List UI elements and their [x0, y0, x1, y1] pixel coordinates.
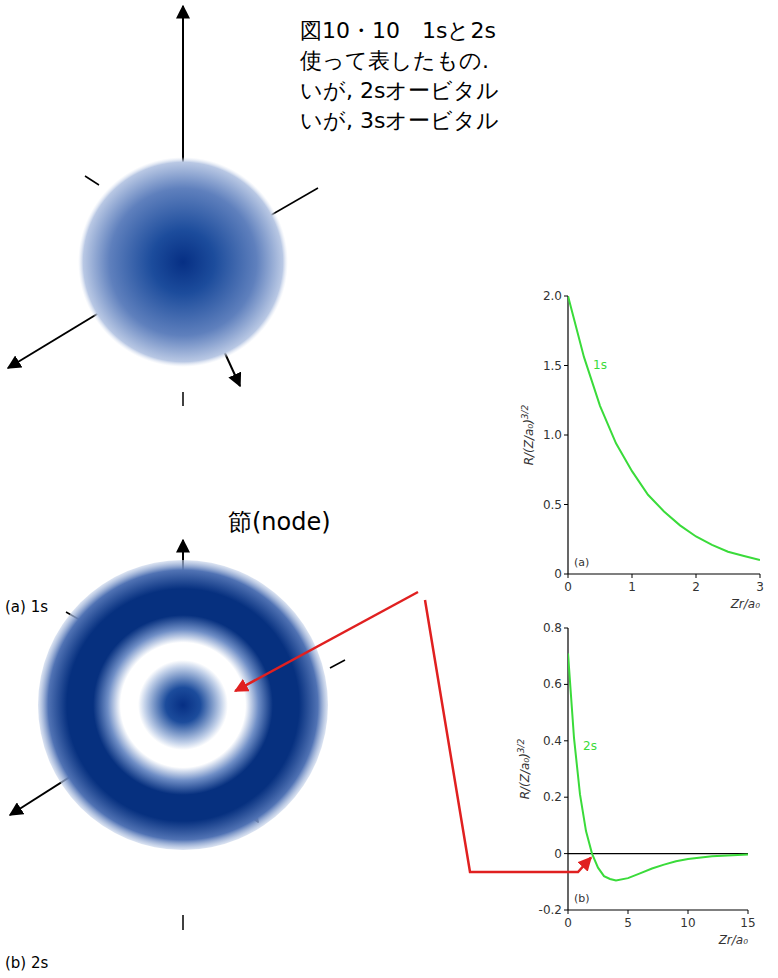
y-tick-label: 0.2 [543, 790, 562, 804]
y-tick [564, 296, 568, 297]
plot-data [568, 653, 748, 880]
node-arrow [425, 600, 591, 872]
x-axis [568, 909, 748, 910]
x-tick-label: 0 [564, 580, 572, 594]
x-axis-title: Zr/a₀ [718, 933, 749, 947]
x-tick [748, 910, 749, 914]
y-tick [564, 365, 568, 366]
chart: 0 0.5 1.0 1.5 2.0 0 1 2 3 Zr/a₀ R/(Z/a₀)3/2 (a) 1s [520, 289, 764, 611]
x-tick [568, 574, 569, 578]
x-tick [688, 910, 689, 914]
y-tick-label: 2.0 [543, 289, 562, 303]
x-tick [696, 574, 697, 578]
x-tick [760, 574, 761, 578]
node-label: 節(node) [228, 508, 331, 536]
x-tick-label: 5 [624, 916, 632, 930]
y-tick-label: 0.6 [543, 677, 562, 691]
orbital-label: (a) 1s [5, 598, 48, 616]
y-tick [564, 910, 568, 911]
y-tick [564, 853, 568, 854]
caption-line: 図10・10 1sと2s [300, 18, 496, 43]
y-axis-title-main: R/(Z/a₀) [522, 419, 536, 465]
density-2s [38, 560, 328, 850]
y-axis-title: R/(Z/a₀)3/2 [520, 404, 536, 465]
x-tick-label: 2 [692, 580, 700, 594]
axis-tick [85, 176, 99, 185]
panel-letter: (b) [574, 892, 590, 905]
y-tick [564, 797, 568, 798]
axis-tick [182, 915, 184, 930]
orbital-label: (b) 2s [5, 954, 49, 972]
x-tick-label: 1 [628, 580, 636, 594]
curve [568, 296, 760, 560]
y-tick-label: 0 [554, 567, 562, 581]
zero-line [568, 853, 748, 854]
x-tick-label: 3 [756, 580, 764, 594]
y-axis-title-main: R/(Z/a₀) [518, 753, 532, 799]
chart: -0.200.20.40.60.8051015Zr/a₀R/(Z/a₀)3/2(… [516, 621, 756, 947]
y-tick [564, 435, 568, 436]
x-axis-title: Zr/a₀ [730, 597, 761, 611]
orbital-2s: (b) 2s [5, 540, 345, 972]
node-annotation: 節(node) [228, 508, 591, 872]
density-1s [78, 157, 288, 367]
x-tick-label: 15 [740, 916, 755, 930]
x-tick-label: 0 [564, 916, 572, 930]
y-axis-title-sup: 3/2 [516, 738, 526, 753]
y-tick [564, 628, 568, 629]
curve-label: 2s [583, 739, 597, 753]
plot-data [568, 296, 760, 560]
y-tick-label: 0 [554, 847, 562, 861]
x-tick-label: 10 [680, 916, 695, 930]
y-tick [564, 740, 568, 741]
y-tick [564, 684, 568, 685]
y-tick-label: -0.2 [539, 903, 562, 917]
caption-line: いが, 2sオービタル [300, 78, 499, 103]
figure: 図10・10 1sと2s 使って表したもの. いが, 2sオービタルいが, 3sオー… [0, 0, 778, 978]
axis-tick [182, 392, 184, 406]
caption-line: いが, 3sオービタル [300, 108, 499, 133]
y-tick-label: 1.0 [543, 428, 562, 442]
curve [568, 653, 748, 880]
y-axis-title-sup: 3/2 [520, 404, 530, 419]
y-tick-label: 0.5 [543, 498, 562, 512]
y-tick-label: 0.8 [543, 621, 562, 635]
x-tick [628, 910, 629, 914]
node-arrow [235, 592, 418, 691]
x-axis [568, 573, 760, 574]
curve-label: 1s [593, 358, 607, 372]
y-tick [564, 504, 568, 505]
axis-tick [330, 660, 345, 668]
y-tick-label: 0.4 [543, 734, 562, 748]
x-tick [568, 910, 569, 914]
x-tick [632, 574, 633, 578]
caption-line: 使って表したもの. [300, 48, 489, 73]
panel-letter: (a) [574, 556, 589, 569]
y-axis-title: R/(Z/a₀)3/2 [516, 738, 532, 799]
y-tick-label: 1.5 [543, 359, 562, 373]
caption: 図10・10 1sと2s 使って表したもの. いが, 2sオービタルいが, 3sオー… [300, 18, 499, 133]
y-tick [564, 574, 568, 575]
